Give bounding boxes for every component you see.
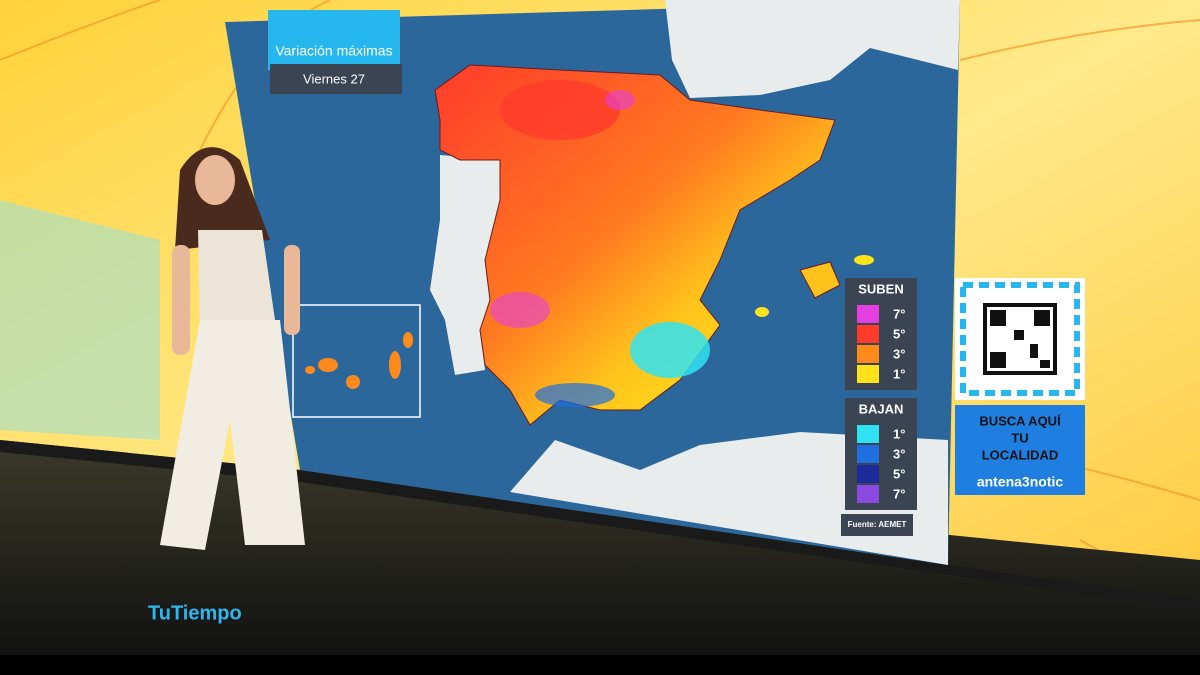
legend-swatch [857,465,879,483]
land-ibiza [755,307,769,317]
bottom-bar [0,655,1200,675]
wall-accent [0,200,160,440]
legend-label: 5° [893,326,905,341]
cool-zone [535,383,615,407]
legend-label: 3° [893,446,905,461]
promo-text: LOCALIDAD [982,447,1059,462]
legend-swatch [857,485,879,503]
qr-modules [990,310,1050,368]
promo-text: TU [1011,430,1028,445]
land-canarias [305,332,413,389]
map-subtitle: Viernes 27 [303,71,365,86]
presenter [160,147,305,550]
promo-handle: antena3notic [977,474,1064,490]
legend-swatch [857,325,879,343]
heat-zone [490,292,550,328]
studio-floor [0,440,1200,655]
promo-text: BUSCA AQUÍ [979,413,1061,428]
legend-swatch [857,445,879,463]
legend-swatch [857,305,879,323]
land-baleares [799,261,841,299]
heat-zone [500,80,620,140]
legend-swatch [857,425,879,443]
promo: BUSCA AQUÍ TU LOCALIDAD [979,413,1061,462]
legend-title: BAJAN [859,401,904,416]
land-menorca [854,255,874,265]
source: Fuente: AEMET [848,520,907,529]
land-portugal [430,155,500,375]
legend-title: SUBEN [858,281,904,296]
land-africa [510,432,948,565]
legend-label: 1° [893,426,905,441]
title-box [268,10,400,70]
legend-swatch [857,365,879,383]
legend-label: 1° [893,366,905,381]
qr-frame [960,282,1080,396]
source-box [841,514,913,536]
handle-box [955,472,1085,494]
brand-logo: TuTiempo [148,602,242,624]
screen-base [0,440,1200,610]
canarias-box [292,304,421,418]
legend-label: 5° [893,466,905,481]
legend: SUBEN BAJAN Fuente: AEMET 7° 5° 3° 1° 1° 3° 5°… [841,278,917,536]
subtitle-box [270,64,402,94]
map-title: Variación máximas [275,43,392,59]
heat-zone [605,90,635,110]
cool-zone [630,322,710,378]
legend-swatch [857,345,879,363]
legend-label: 7° [893,306,905,321]
land-france [665,0,960,98]
legend-label: 7° [893,486,905,501]
land-spain [434,64,836,426]
legend-label: 3° [893,346,905,361]
